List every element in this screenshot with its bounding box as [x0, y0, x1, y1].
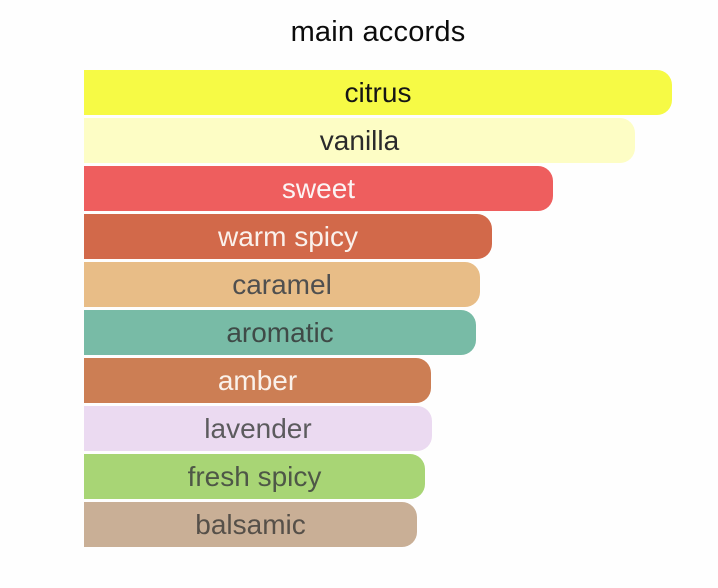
accord-bar: caramel	[84, 262, 480, 307]
accord-label: warm spicy	[217, 221, 358, 252]
accord-bar: fresh spicy	[84, 454, 425, 499]
accord-bar: aromatic	[84, 310, 476, 355]
accord-label: citrus	[344, 77, 412, 108]
accord-bar: amber	[84, 358, 431, 403]
accord-bar: citrus	[84, 70, 672, 115]
accord-bars: citrus vanilla sweet warm spicy caramel aroma…	[84, 70, 718, 550]
accord-bar: balsamic	[84, 502, 417, 547]
accord-bar: lavender	[84, 406, 432, 451]
accord-bar: vanilla	[84, 118, 635, 163]
accord-label: lavender	[204, 413, 312, 444]
accord-label: balsamic	[195, 509, 306, 540]
accord-bar: sweet	[84, 166, 553, 211]
accord-bar: warm spicy	[84, 214, 492, 259]
accord-label: amber	[217, 365, 298, 396]
accord-label: caramel	[232, 269, 332, 300]
accord-label: aromatic	[226, 317, 334, 348]
accord-label: vanilla	[319, 125, 400, 156]
chart-title: main accords	[290, 16, 466, 48]
accord-label: fresh spicy	[187, 461, 322, 492]
accord-label: sweet	[281, 173, 356, 204]
